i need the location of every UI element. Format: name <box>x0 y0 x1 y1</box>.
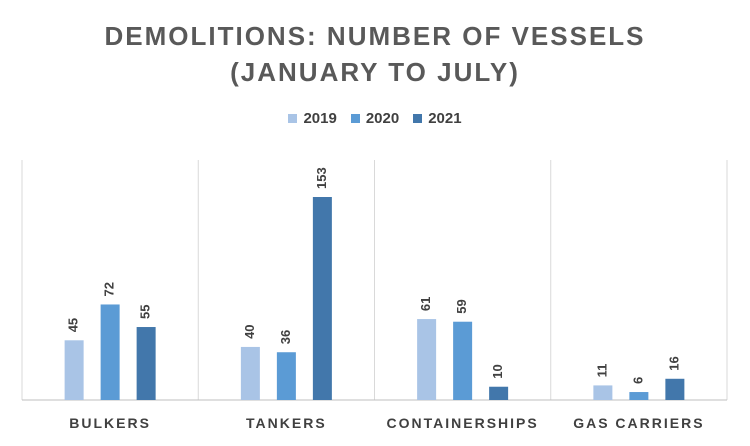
data-label: 72 <box>102 282 117 296</box>
bar-2021-tankers <box>312 197 332 400</box>
category-label: CONTAINERSHIPS <box>387 415 539 431</box>
category-label: GAS CARRIERS <box>573 415 704 431</box>
data-label: 45 <box>66 318 81 332</box>
bar-2020-bulkers <box>100 304 120 400</box>
bar-2021-bulkers <box>136 327 156 400</box>
legend-label-2020: 2020 <box>365 110 400 127</box>
data-label: 6 <box>630 377 645 384</box>
chart-title: DEMOLITIONS: NUMBER OF VESSELS (JANUARY … <box>0 18 750 90</box>
legend-swatch-2019 <box>288 114 298 123</box>
legend-label-2021: 2021 <box>428 110 462 127</box>
bar-2019-containerships <box>417 319 437 400</box>
bar-2021-containerships <box>489 386 509 400</box>
legend-swatch-2020 <box>350 114 360 123</box>
data-label: 11 <box>594 364 609 378</box>
data-label: 10 <box>490 364 505 378</box>
legend-label-2019: 2019 <box>303 110 337 127</box>
data-label: 61 <box>418 297 433 311</box>
bar-2019-gas-carriers <box>593 385 613 400</box>
data-label: 40 <box>242 324 257 338</box>
data-label: 59 <box>454 299 469 313</box>
bar-2021-gas-carriers <box>665 378 685 400</box>
legend-swatch-2021 <box>413 114 423 123</box>
legend-item-2019: 2019 <box>288 110 337 127</box>
bar-2019-tankers <box>240 346 260 400</box>
bar-2019-bulkers <box>64 340 84 400</box>
bar-2020-tankers <box>276 352 296 400</box>
chart-title-line-1: DEMOLITIONS: NUMBER OF VESSELS <box>104 21 646 51</box>
legend-item-2021: 2021 <box>413 110 462 127</box>
bar-2020-gas-carriers <box>629 392 649 400</box>
data-label: 16 <box>666 356 681 370</box>
category-label: TANKERS <box>246 415 327 431</box>
chart-title-line-2: (JANUARY TO JULY) <box>230 57 520 87</box>
data-label: 55 <box>138 305 153 319</box>
bar-2020-containerships <box>453 321 473 400</box>
category-label: BULKERS <box>69 415 151 431</box>
data-label: 36 <box>278 330 293 344</box>
data-label: 153 <box>314 167 329 189</box>
chart-legend: 2019 2020 2021 <box>0 110 750 127</box>
legend-item-2020: 2020 <box>350 110 400 127</box>
